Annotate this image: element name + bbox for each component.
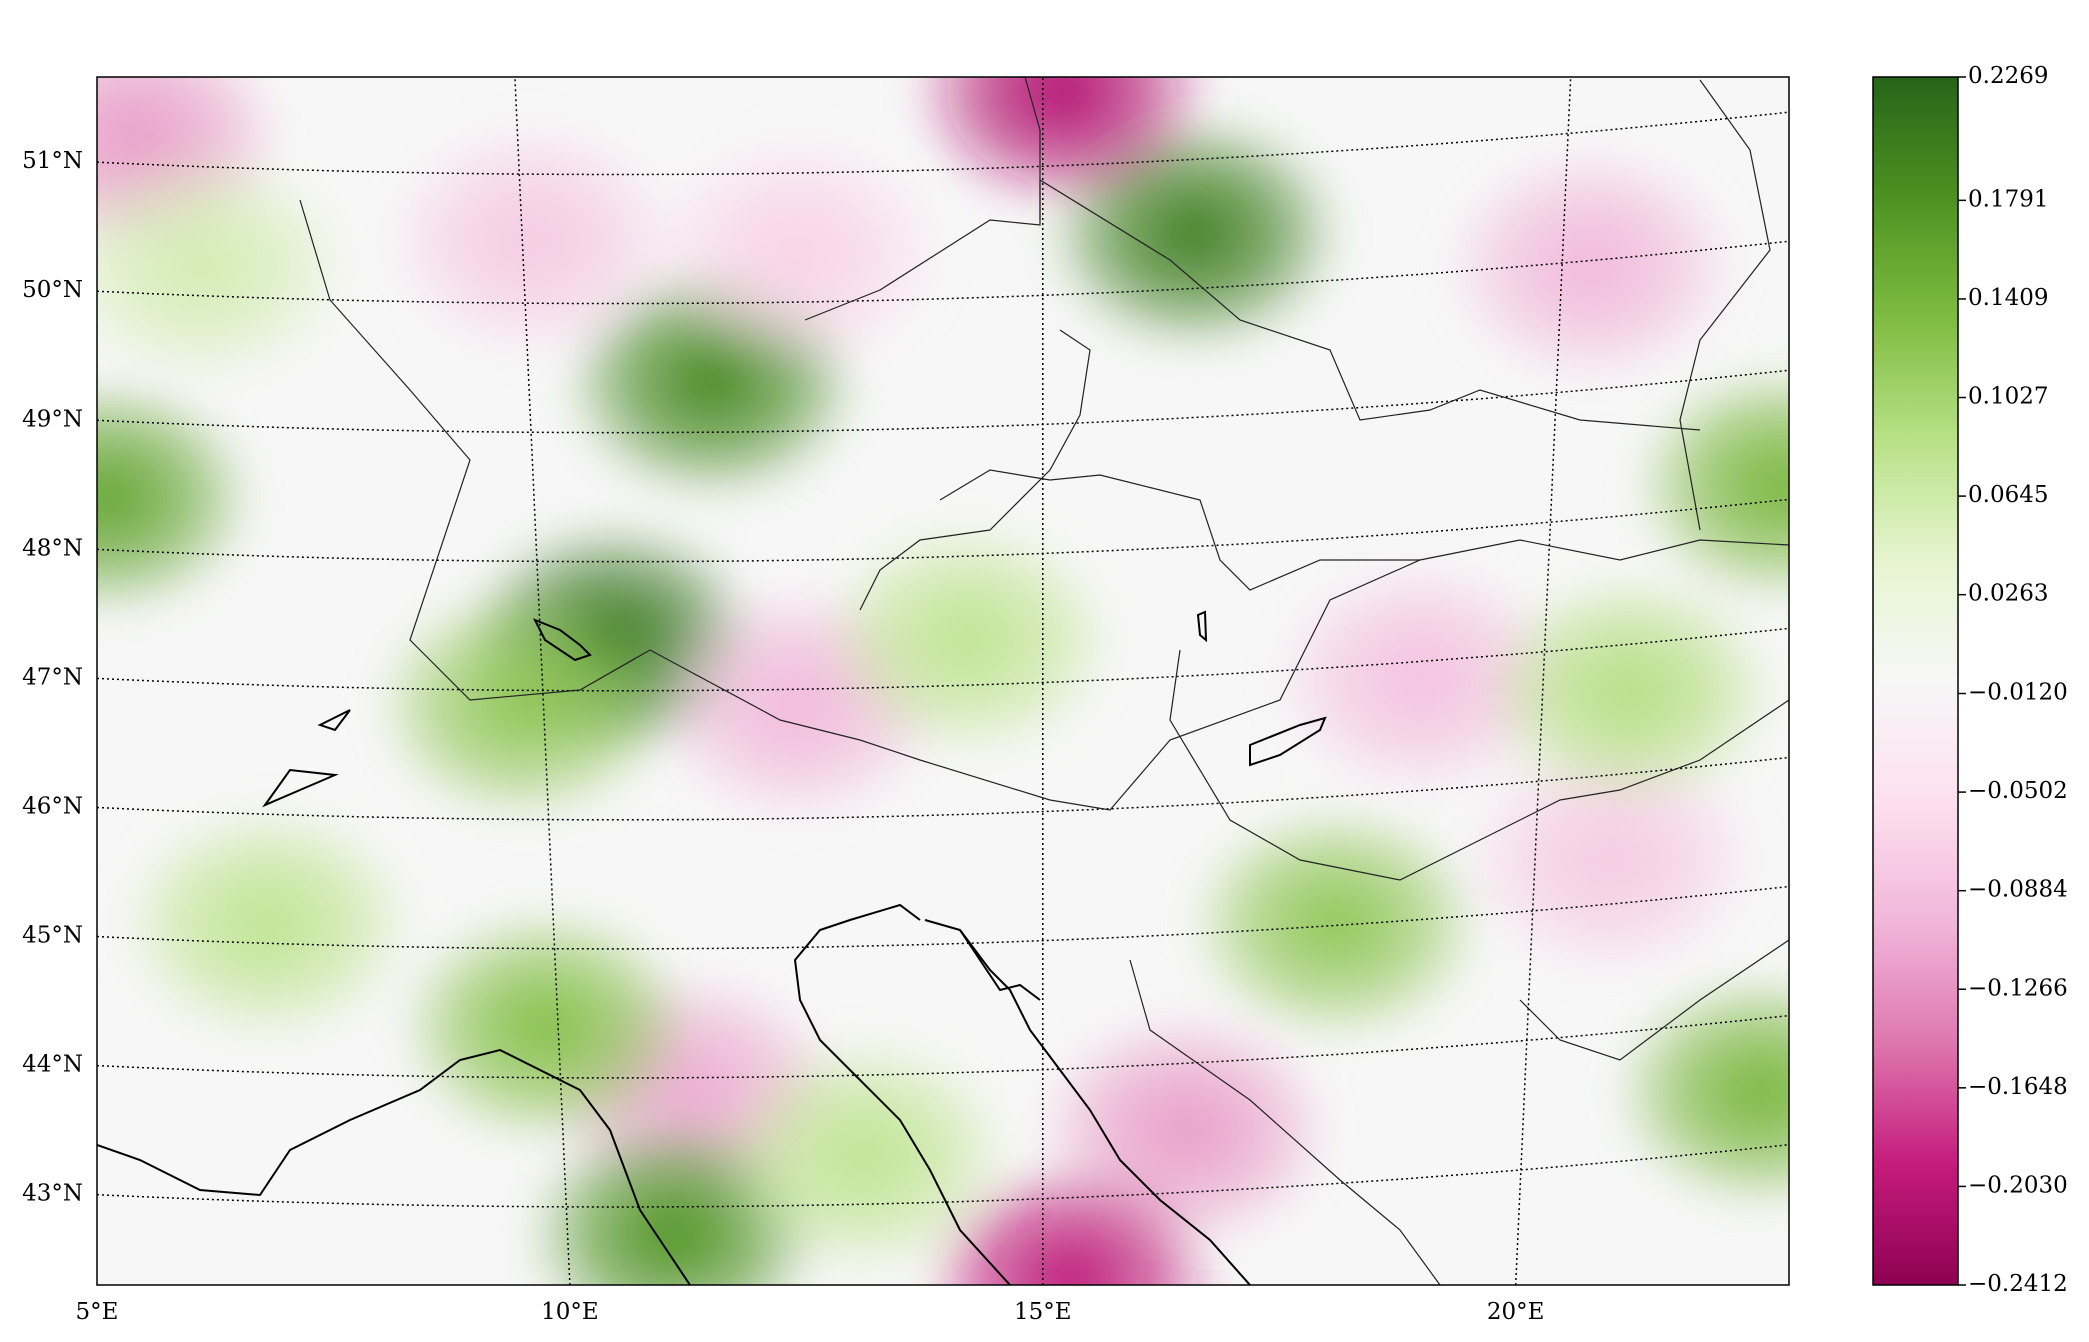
- colorbar-tick-label: −0.1648: [1968, 1074, 2068, 1100]
- field-anomaly: [97, 377, 257, 618]
- field-anomaly: [1441, 145, 1742, 386]
- colorbar-tick-label: −0.0120: [1968, 680, 2068, 706]
- axis-labels: 43°N 44°N 45°N 46°N 47°N 48°N 49°N 50°N 51°N 5°E 1…: [22, 148, 1544, 1325]
- field-anomaly: [382, 119, 683, 360]
- lat-label: 51°N: [22, 148, 83, 174]
- colorbar: [1872, 76, 1959, 1286]
- colorbar-tick-label: 0.1027: [1968, 384, 2048, 410]
- colorbar-tick-label: −0.2030: [1968, 1172, 2068, 1198]
- lon-label: 5°E: [76, 1299, 119, 1325]
- field-anomaly: [1630, 364, 1789, 605]
- colorbar-tick-label: 0.1409: [1968, 285, 2048, 311]
- field-anomaly: [117, 803, 418, 1044]
- parallel: [97, 1014, 1789, 1079]
- field-anomaly: [97, 145, 351, 386]
- parallel: [97, 240, 1789, 305]
- coastlines: [97, 610, 1327, 1285]
- lat-label: 46°N: [22, 793, 83, 819]
- meridian: [514, 77, 571, 1285]
- meridian: [1514, 77, 1572, 1285]
- field-anomaly: [1479, 571, 1780, 812]
- colorbar-tick-label: 0.0263: [1968, 581, 2048, 607]
- lat-label: 47°N: [22, 664, 83, 690]
- lon-label: 10°E: [541, 1299, 599, 1325]
- field-anomaly: [646, 132, 947, 373]
- field-layer: [97, 77, 1789, 1285]
- field-anomaly: [1185, 803, 1486, 1044]
- field-anomaly: [372, 584, 673, 825]
- parallel: [97, 111, 1789, 176]
- parallel: [97, 885, 1789, 950]
- field-anomaly: [396, 906, 697, 1147]
- lon-label: 20°E: [1487, 1299, 1545, 1325]
- colorbar-ticks: 0.2269 0.1791 0.1409 0.1027 0.0645 0.0263 −0.0…: [1958, 63, 2068, 1297]
- parallel: [97, 756, 1789, 821]
- field-anomaly: [911, 77, 1212, 212]
- colorbar-tick-label: 0.2269: [1968, 63, 2048, 89]
- lat-label: 43°N: [22, 1181, 83, 1207]
- field-anomaly: [1611, 971, 1789, 1212]
- parallel: [97, 498, 1789, 563]
- lon-label: 15°E: [1014, 1299, 1072, 1325]
- colorbar-tick-label: 0.1791: [1968, 186, 2048, 212]
- colorbar-tick-label: −0.2412: [1968, 1271, 2068, 1297]
- map-frame: [96, 76, 1790, 1286]
- lat-label: 49°N: [22, 406, 83, 432]
- lat-label: 48°N: [22, 535, 83, 561]
- lat-label: 45°N: [22, 923, 83, 949]
- lat-label: 44°N: [22, 1052, 83, 1078]
- borders: [299, 77, 1789, 1285]
- parallel: [97, 1143, 1789, 1208]
- parallel: [97, 627, 1789, 692]
- colorbar-tick-label: −0.0884: [1968, 877, 2068, 903]
- lat-label: 50°N: [22, 277, 83, 303]
- colorbar-tick-label: −0.1266: [1968, 975, 2068, 1001]
- colorbar-tick-label: 0.0645: [1968, 482, 2048, 508]
- parallel: [97, 369, 1789, 434]
- graticule: [97, 77, 1789, 1285]
- colorbar-tick-label: −0.0502: [1968, 778, 2068, 804]
- field-anomaly: [713, 1035, 1014, 1276]
